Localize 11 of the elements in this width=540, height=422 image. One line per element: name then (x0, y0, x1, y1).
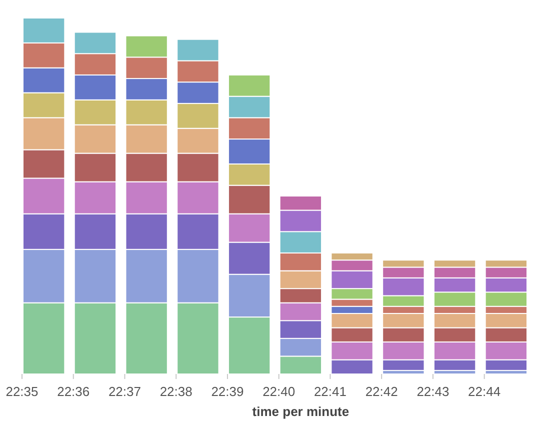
x-tick-label: 22:38 (160, 384, 192, 399)
x-tick-label: 22:35 (6, 384, 38, 399)
x-tick-label: 22:42 (365, 384, 398, 399)
x-tick-label: 22:44 (468, 384, 501, 399)
x-axis-title: time per minute (252, 404, 350, 419)
x-tick-label: 22:40 (262, 384, 296, 399)
x-tick-label: 22:37 (108, 384, 142, 399)
x-tick-label: 22:36 (57, 384, 90, 399)
x-tick-label: 22:39 (211, 384, 244, 399)
x-tick-label: 22:41 (314, 384, 346, 399)
x-tick-label: 22:43 (416, 384, 450, 399)
